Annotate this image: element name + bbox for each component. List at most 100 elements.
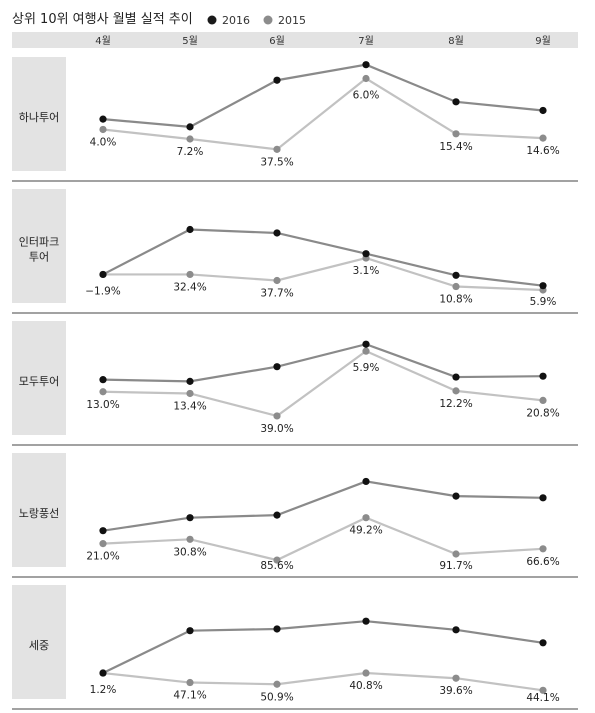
month-header-band (12, 32, 578, 48)
growth-label: 49.2% (349, 525, 382, 537)
point-2015 (186, 678, 194, 687)
point-2015 (273, 412, 281, 420)
growth-label: 47.1% (173, 690, 206, 702)
month-label: 4월 (95, 35, 111, 47)
month-label: 6월 (269, 35, 285, 47)
point-2016 (186, 225, 194, 234)
growth-label: 10.8% (439, 294, 472, 306)
growth-label: 32.4% (173, 281, 206, 293)
growth-label: 37.7% (260, 287, 293, 299)
legend-marker-2015 (263, 15, 273, 25)
panel: 모두투어 13.0% 13.4% 39.0% 5.9% 12.2% 20.8% (12, 321, 578, 446)
series-line-2016 (102, 480, 544, 532)
point-2016 (186, 514, 194, 522)
growth-label: 66.6% (526, 556, 559, 568)
growth-label: 40.8% (349, 680, 382, 692)
panel-label: 세중 (29, 639, 49, 652)
point-2016 (452, 98, 460, 106)
growth-label: 13.4% (173, 400, 206, 412)
point-2015 (362, 514, 370, 522)
growth-label: 37.5% (260, 156, 293, 168)
growth-label: 1.2% (90, 684, 117, 696)
point-2016 (99, 115, 107, 123)
month-label: 7월 (358, 35, 374, 47)
point-2016 (362, 340, 370, 348)
point-2016 (362, 250, 370, 258)
growth-label: 20.8% (526, 407, 559, 419)
growth-label: −1.9% (85, 285, 120, 297)
growth-label: 14.6% (526, 145, 559, 157)
point-2015 (273, 276, 281, 285)
chart-title: 상위 10위 여행사 월별 실적 추이 (12, 11, 193, 27)
point-2015 (99, 125, 107, 134)
legend-marker-2016 (207, 15, 217, 25)
panel-label-box (12, 57, 66, 171)
point-2016 (452, 373, 460, 381)
point-2015 (452, 130, 460, 138)
point-2016 (539, 106, 547, 115)
point-2016 (99, 527, 107, 535)
growth-label: 91.7% (439, 560, 472, 572)
panel: 인터파크 투어 −1.9% 32.4% 37.7% 3.1% 10.8% 5.9% (12, 189, 578, 314)
point-2016 (273, 511, 281, 519)
series-line-2016 (102, 620, 544, 675)
growth-label: 12.2% (439, 398, 472, 410)
point-2016 (273, 76, 281, 84)
point-2016 (99, 376, 107, 384)
growth-label: 50.9% (260, 691, 293, 703)
panel: 세중 1.2% 47.1% 50.9% 40.8% 39.6% 44.1% (12, 585, 578, 710)
point-2016 (539, 639, 547, 647)
panel-label: 하나투어 (19, 110, 59, 124)
point-2016 (452, 626, 460, 634)
point-2015 (452, 282, 460, 291)
point-2016 (99, 270, 107, 279)
growth-label: 30.8% (173, 546, 206, 558)
point-2015 (186, 270, 194, 279)
point-2016 (273, 625, 281, 633)
point-2016 (273, 363, 281, 371)
panel-label: 인터파크 투어 (19, 236, 59, 264)
series-line-2016 (102, 228, 544, 287)
series-line-2016 (102, 63, 544, 129)
point-2015 (186, 135, 194, 143)
panel: 노랑풍선 21.0% 30.8% 85.6% 49.2% 91.7% 66.6% (12, 453, 578, 578)
point-2016 (99, 669, 107, 677)
series-line-2015 (102, 671, 544, 692)
panels: 하나투어 4.0% 7.2% 37.5% 6.0% 15.4% 14.6% 인터파크 투어 −1.… (12, 57, 578, 710)
point-2015 (539, 545, 547, 553)
point-2015 (452, 387, 460, 395)
point-2015 (273, 680, 281, 688)
point-2015 (452, 550, 460, 558)
point-2016 (273, 229, 281, 237)
growth-label: 21.0% (86, 551, 119, 563)
legend-label-2015: 2015 (278, 14, 306, 27)
month-label: 5월 (182, 35, 198, 47)
point-2015 (452, 674, 460, 682)
point-2016 (452, 492, 460, 500)
point-2016 (539, 494, 547, 502)
point-2015 (539, 396, 547, 404)
point-2015 (186, 389, 194, 398)
point-2015 (186, 535, 194, 543)
growth-label: 13.0% (86, 399, 119, 411)
month-label: 9월 (535, 35, 551, 47)
point-2016 (186, 627, 194, 635)
series-line-2015 (102, 516, 544, 562)
point-2015 (362, 669, 370, 677)
growth-label: 39.6% (439, 685, 472, 697)
point-2016 (362, 477, 370, 486)
panel-label-box (12, 585, 66, 699)
legend: 2016 2015 (207, 14, 306, 27)
growth-label: 5.9% (530, 296, 557, 308)
series-line-2015 (102, 77, 544, 151)
point-2016 (362, 61, 370, 69)
panel-label-box (12, 189, 66, 303)
growth-label: 85.6% (260, 560, 293, 572)
series-line-2016 (102, 343, 544, 383)
point-2015 (362, 347, 370, 355)
point-2015 (273, 145, 281, 153)
point-2015 (539, 134, 547, 142)
point-2016 (186, 377, 194, 385)
point-2016 (539, 282, 547, 290)
